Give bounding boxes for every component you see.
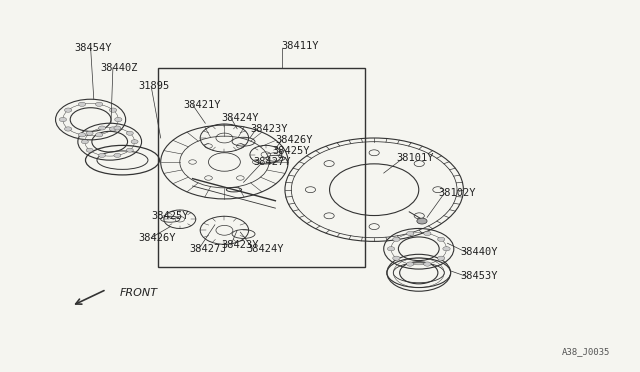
Text: 38453Y: 38453Y <box>460 272 498 282</box>
Text: 31895: 31895 <box>138 81 170 91</box>
Circle shape <box>115 118 122 122</box>
Circle shape <box>114 126 121 130</box>
Text: 38421Y: 38421Y <box>183 100 221 110</box>
Circle shape <box>406 231 414 235</box>
Text: 38423Y: 38423Y <box>221 240 259 250</box>
Text: 38426Y: 38426Y <box>138 233 176 243</box>
Circle shape <box>443 247 450 251</box>
Text: 38426Y: 38426Y <box>275 135 313 145</box>
Circle shape <box>438 237 445 241</box>
Circle shape <box>65 108 72 112</box>
Text: 38102Y: 38102Y <box>438 188 476 198</box>
Text: 38425Y: 38425Y <box>272 146 310 156</box>
Circle shape <box>109 127 116 131</box>
Circle shape <box>131 140 138 144</box>
Circle shape <box>95 102 103 106</box>
Circle shape <box>78 102 86 106</box>
Text: 38440Z: 38440Z <box>100 63 138 73</box>
Circle shape <box>60 118 67 122</box>
Circle shape <box>99 126 106 130</box>
Text: 38427J: 38427J <box>189 244 227 254</box>
Circle shape <box>393 256 400 260</box>
Circle shape <box>109 108 116 112</box>
Circle shape <box>65 127 72 131</box>
Text: 38101Y: 38101Y <box>396 153 434 163</box>
Text: 38423Y: 38423Y <box>250 124 287 134</box>
Circle shape <box>81 140 88 144</box>
Circle shape <box>424 262 431 266</box>
Text: FRONT: FRONT <box>119 288 157 298</box>
Circle shape <box>387 247 395 251</box>
Circle shape <box>86 148 93 152</box>
Circle shape <box>424 231 431 235</box>
Text: A38_J0035: A38_J0035 <box>562 347 611 356</box>
Circle shape <box>95 133 103 137</box>
Text: 38424Y: 38424Y <box>246 244 284 254</box>
Text: 38440Y: 38440Y <box>460 247 498 257</box>
Text: 38424Y: 38424Y <box>221 113 259 123</box>
Circle shape <box>406 262 414 266</box>
Circle shape <box>438 256 445 260</box>
Circle shape <box>393 237 400 241</box>
Circle shape <box>86 131 93 135</box>
Text: 38454Y: 38454Y <box>75 42 112 52</box>
Circle shape <box>126 131 133 135</box>
Circle shape <box>126 148 133 152</box>
Text: 38427Y: 38427Y <box>253 157 291 167</box>
Text: 38411Y: 38411Y <box>282 41 319 51</box>
Circle shape <box>114 153 121 157</box>
Text: 38425Y: 38425Y <box>151 211 189 221</box>
Circle shape <box>417 218 427 224</box>
Circle shape <box>99 153 106 157</box>
Circle shape <box>78 133 86 137</box>
